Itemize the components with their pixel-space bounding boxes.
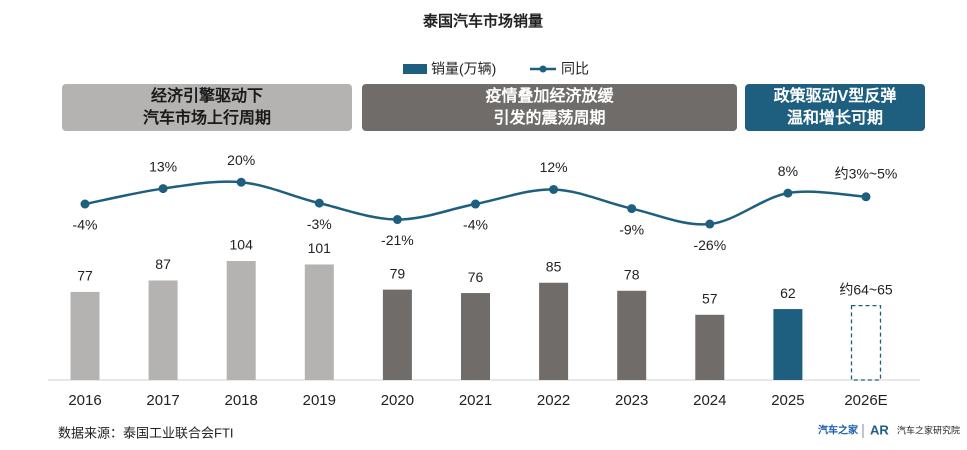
x-tick-label: 2026E — [844, 392, 887, 409]
source-note: 数据来源：泰国工业联合会FTI — [58, 425, 234, 440]
bar-value-label: 62 — [780, 285, 796, 301]
line-point — [314, 198, 324, 208]
estimate-bar — [850, 304, 882, 381]
legend-label: 同比 — [561, 61, 589, 77]
legend-line-dot — [539, 65, 547, 73]
phase-label: 引发的震荡周期 — [493, 108, 605, 127]
estimate-line — [787, 190, 867, 199]
line — [84, 180, 789, 226]
x-tick-label: 2025 — [771, 392, 804, 409]
line-point — [549, 184, 559, 194]
bar — [617, 290, 647, 380]
legend-bar-swatch — [403, 64, 427, 74]
phase-box — [745, 84, 925, 131]
phase-label: 经济引擎驱动下 — [151, 86, 263, 105]
bar-value-label: 77 — [77, 268, 93, 284]
bar-value-label: 76 — [468, 269, 484, 285]
logo-text: 汽车之家 — [818, 424, 859, 437]
x-tick-label: 2016 — [68, 392, 101, 409]
bar-value-label: 85 — [546, 258, 562, 274]
logo-mark: AR — [870, 422, 889, 437]
bar-value-label: 101 — [308, 240, 332, 256]
line-value-label: 13% — [149, 158, 177, 174]
line-value-label: 20% — [227, 152, 255, 168]
x-tick-label: 2024 — [693, 392, 726, 409]
x-tick-label: 2023 — [615, 392, 648, 409]
line-value-label: 12% — [540, 159, 568, 175]
bar-value-label: 104 — [230, 237, 254, 253]
line-point — [392, 215, 402, 225]
phase-label: 疫情叠加经济放缓 — [485, 86, 614, 105]
line-point — [627, 204, 637, 214]
bar — [148, 280, 178, 380]
bar — [70, 291, 100, 380]
x-tick-label: 2021 — [459, 392, 492, 409]
bar-value-label: 78 — [624, 266, 640, 282]
bar — [226, 261, 256, 380]
line-value-label: -4% — [73, 217, 98, 233]
line-point — [80, 199, 90, 209]
estimate-label: 约64~65 — [839, 281, 893, 297]
bar — [539, 282, 569, 380]
chart-title: 泰国汽车市场销量 — [422, 12, 543, 30]
line-value-label: 8% — [778, 163, 798, 179]
line-point — [236, 177, 246, 187]
line-point — [471, 199, 480, 209]
x-tick-label: 2018 — [225, 392, 258, 409]
x-tick-label: 2020 — [381, 392, 414, 409]
bar — [382, 289, 412, 380]
line-value-label: -9% — [619, 221, 644, 237]
line-value-label: -3% — [307, 216, 332, 232]
bar — [773, 309, 803, 380]
logo-text: 汽车之家研究院 — [897, 424, 960, 435]
phase-label: 汽车市场上行周期 — [143, 108, 271, 127]
bar-value-label: 79 — [390, 265, 406, 281]
bar-value-label: 57 — [702, 290, 718, 306]
line-point — [783, 188, 793, 198]
bar — [304, 264, 334, 380]
x-tick-label: 2022 — [537, 392, 570, 409]
legend-label: 销量(万辆) — [431, 61, 496, 77]
x-tick-label: 2017 — [146, 392, 179, 409]
phase-box — [62, 84, 352, 131]
estimate-label: 约3%~5% — [835, 165, 898, 181]
x-tick-label: 2019 — [303, 392, 336, 409]
phase-label: 温和增长可期 — [786, 108, 883, 127]
phase-label: 政策驱动V型反弹 — [774, 86, 897, 105]
line-value-label: -21% — [381, 232, 414, 248]
line-value-label: -26% — [693, 237, 726, 253]
bar — [461, 293, 490, 380]
line-value-label: -4% — [463, 217, 488, 233]
phase-box — [362, 84, 737, 131]
line-point — [705, 219, 715, 229]
bar — [695, 314, 725, 380]
line-point — [158, 184, 168, 194]
bar-value-label: 87 — [155, 256, 171, 272]
estimate-point — [861, 192, 871, 202]
